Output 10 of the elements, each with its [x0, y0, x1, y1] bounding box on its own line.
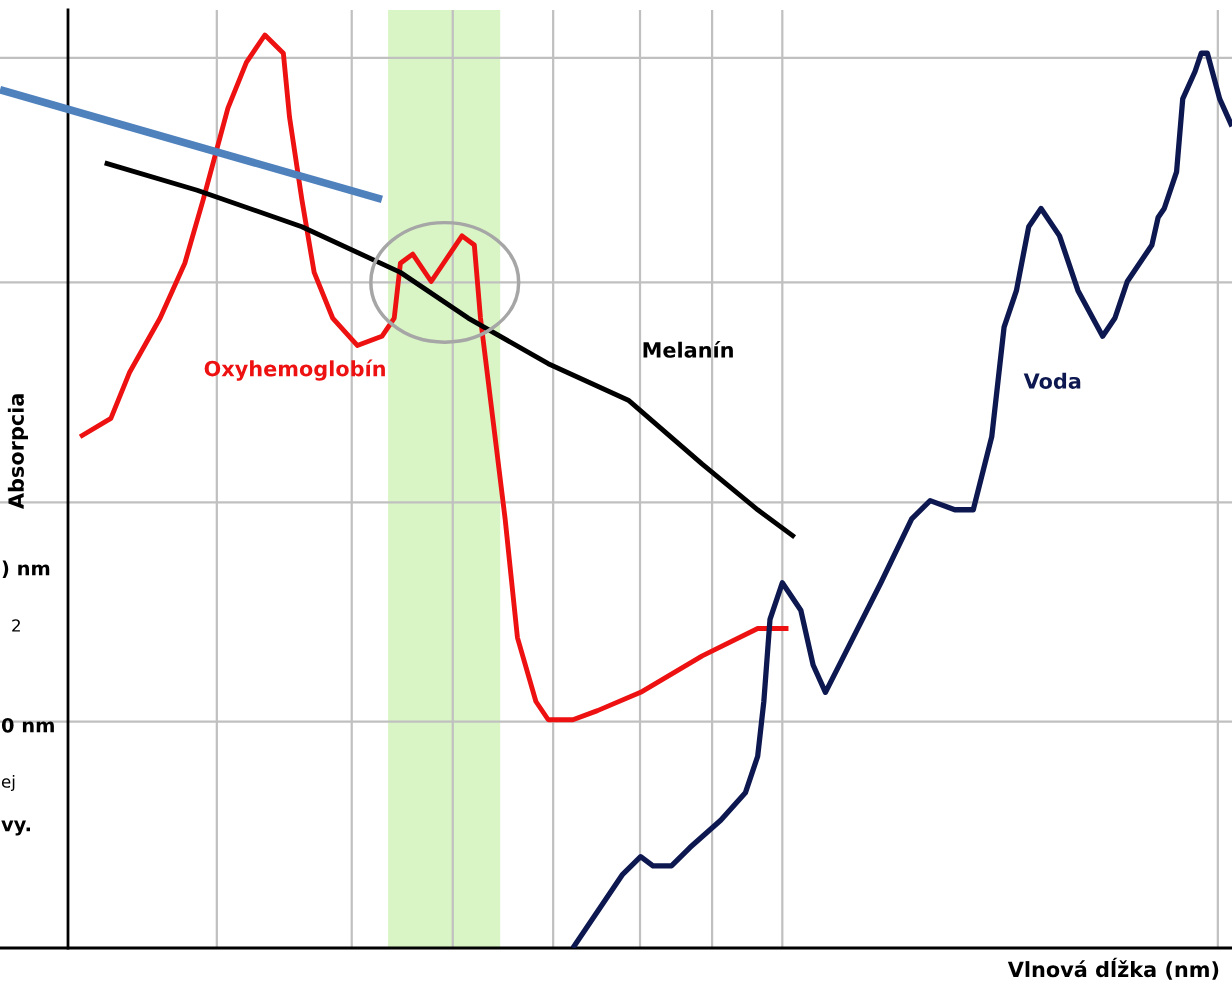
annotation: 0 nm [1, 717, 54, 733]
annotation: ej [1, 774, 15, 792]
x-axis-title: Vlnová dĺžka (nm) [1007, 957, 1219, 980]
y-axis-title: Absorpcia [7, 394, 28, 509]
series-label: Voda [1023, 372, 1081, 389]
text: Melanín [643, 340, 733, 358]
series-label: Oxyhemoglobín [204, 359, 385, 381]
annotation: 2 [12, 619, 20, 632]
annotation: ) nm [2, 560, 50, 578]
annotation: vy. [1, 820, 30, 836]
